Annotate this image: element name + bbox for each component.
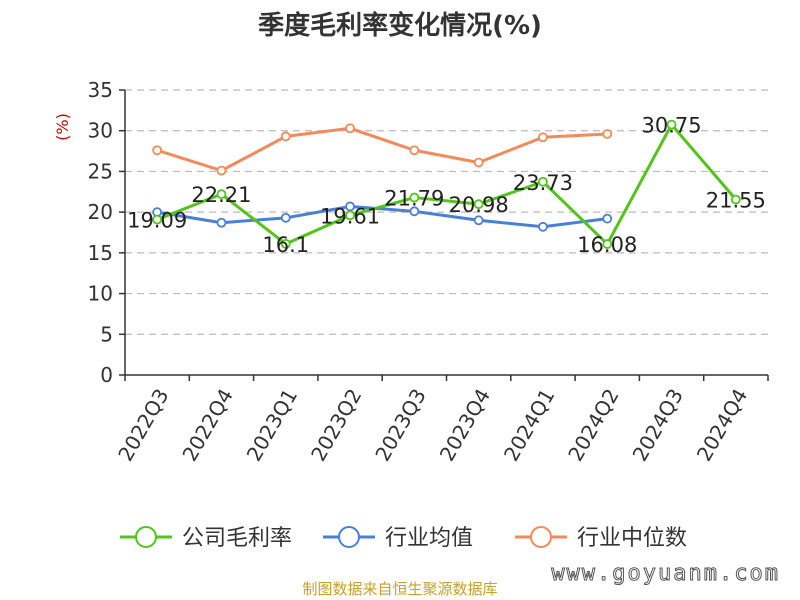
x-tick-label: 2022Q3 (113, 385, 173, 466)
series-line (156, 204, 608, 229)
legend-marker (530, 526, 552, 548)
series-line (156, 126, 608, 173)
series-point (602, 213, 613, 224)
series-point (216, 217, 227, 228)
series-point (152, 214, 163, 225)
legend-label: 行业均值 (385, 526, 473, 551)
legend-label: 行业中位数 (577, 526, 687, 551)
series-point (602, 239, 613, 249)
x-tick-label: 2024Q3 (628, 385, 688, 466)
x-tick-label: 2023Q1 (242, 385, 302, 466)
y-tick-label: 15 (88, 241, 113, 265)
data-label: 30.75 (641, 114, 701, 138)
series-line (156, 123, 737, 246)
x-tick-label: 2024Q4 (692, 385, 752, 466)
series-point (280, 238, 291, 249)
series-point (216, 165, 227, 176)
y-tick-label: 0 (100, 363, 113, 387)
legend-label: 公司毛利率 (182, 526, 292, 551)
legend-marker (338, 526, 360, 548)
series-point (280, 212, 291, 223)
y-tick-label: 30 (88, 119, 113, 143)
series-point (473, 199, 484, 210)
y-axis-label: (%) (53, 113, 72, 141)
source-note: 制图数据来自恒生聚源数据库 (302, 580, 497, 598)
series-point (473, 157, 484, 168)
series-point (666, 119, 677, 130)
series-point (538, 176, 548, 187)
data-label: 21.55 (706, 189, 766, 213)
series-point (409, 145, 420, 156)
series-point (538, 132, 548, 143)
y-tick-label: 5 (100, 322, 113, 346)
series-point (345, 123, 355, 134)
y-tick-label: 10 (88, 282, 113, 306)
data-label: 20.98 (449, 193, 509, 217)
series-point (409, 206, 420, 217)
x-tick-label: 2023Q3 (370, 385, 430, 466)
series-point (345, 210, 355, 221)
data-label: 22.21 (191, 183, 251, 207)
x-tick-label: 2024Q2 (563, 385, 623, 466)
chart-title: 季度毛利率变化情况(%) (258, 10, 542, 41)
data-label: 19.09 (127, 209, 187, 233)
series-point (602, 129, 613, 139)
data-label: 21.79 (384, 187, 444, 211)
series-point (538, 221, 548, 232)
series-point (216, 189, 227, 200)
series-point (473, 215, 484, 226)
legend: 公司毛利率 行业均值 行业中位数 (120, 526, 687, 551)
x-tick-label: 2023Q4 (435, 385, 495, 466)
x-tick-label: 2023Q2 (306, 385, 366, 466)
data-label: 23.73 (513, 171, 573, 195)
y-tick-label: 35 (88, 78, 113, 102)
data-label: 19.61 (320, 204, 380, 228)
series-point (730, 194, 741, 205)
series-point (409, 192, 420, 203)
x-tick-label: 2024Q1 (499, 385, 559, 466)
data-label: 16.1 (262, 233, 309, 257)
x-tick-label: 2022Q4 (177, 385, 237, 466)
legend-marker (135, 526, 157, 548)
y-tick-label: 20 (88, 200, 113, 224)
watermark: www.goyuanm.com (551, 561, 780, 586)
data-label: 16.08 (577, 233, 637, 257)
y-tick-label: 25 (88, 159, 113, 183)
series-point (152, 145, 163, 156)
series-point (280, 131, 291, 142)
series-lines (152, 119, 741, 249)
